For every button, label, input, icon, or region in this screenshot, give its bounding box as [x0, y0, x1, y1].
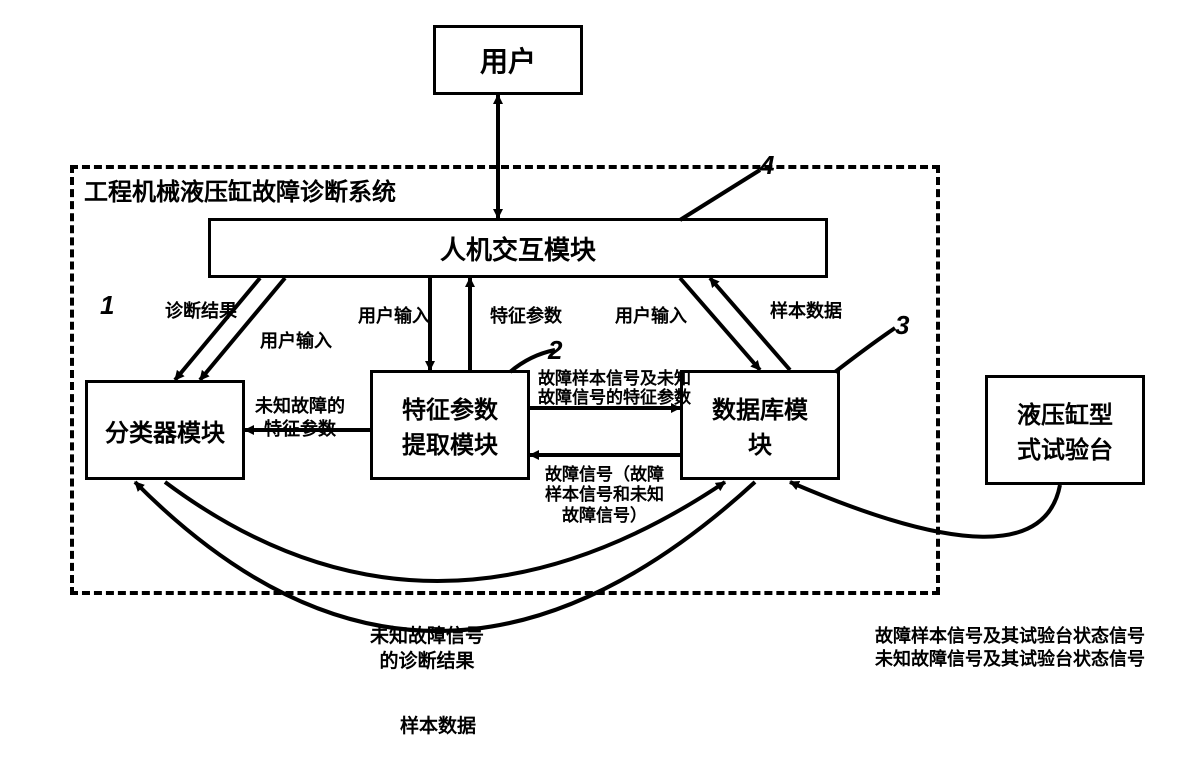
lbl-user-input-1: 用户输入 — [260, 330, 332, 353]
hmi-box: 人机交互模块 — [208, 218, 828, 278]
lbl-diag-result: 诊断结果 — [165, 300, 237, 323]
lbl-right-bottom: 故障样本信号及其试验台状态信号 未知故障信号及其试验台状态信号 — [875, 625, 1145, 672]
num-4: 4 — [760, 150, 774, 181]
user-label: 用户 — [480, 40, 536, 80]
lbl-fault-sample-sig: 故障样本信号及未知 故障信号的特征参数 — [538, 370, 691, 407]
num-3: 3 — [895, 310, 909, 341]
testbench-box: 液压缸型 式试验台 — [985, 375, 1145, 485]
lbl-user-input-3: 用户输入 — [615, 305, 687, 328]
container-title: 工程机械液压缸故障诊断系统 — [84, 177, 396, 208]
num-2: 2 — [548, 335, 562, 366]
hmi-label: 人机交互模块 — [440, 230, 596, 267]
num-1: 1 — [100, 290, 114, 321]
lbl-fault-signal: 故障信号（故障 样本信号和未知 故障信号） — [545, 465, 664, 526]
lbl-user-input-2: 用户输入 — [358, 305, 430, 328]
lbl-sample-data-bot: 样本数据 — [400, 715, 476, 740]
testbench-label: 液压缸型 式试验台 — [1017, 395, 1113, 465]
lbl-diag-result-unk: 未知故障信号 的诊断结果 — [370, 625, 484, 674]
feature-label: 特征参数 提取模块 — [402, 390, 498, 460]
lbl-sample-data-top: 样本数据 — [770, 300, 842, 323]
feature-box: 特征参数 提取模块 — [370, 370, 530, 480]
lbl-feature-param: 特征参数 — [490, 305, 562, 328]
user-box: 用户 — [433, 25, 583, 95]
database-box: 数据库模 块 — [680, 370, 840, 480]
classifier-box: 分类器模块 — [85, 380, 245, 480]
database-label: 数据库模 块 — [712, 390, 808, 460]
classifier-label: 分类器模块 — [105, 413, 225, 448]
lbl-unknown-feat: 未知故障的 特征参数 — [255, 395, 345, 442]
